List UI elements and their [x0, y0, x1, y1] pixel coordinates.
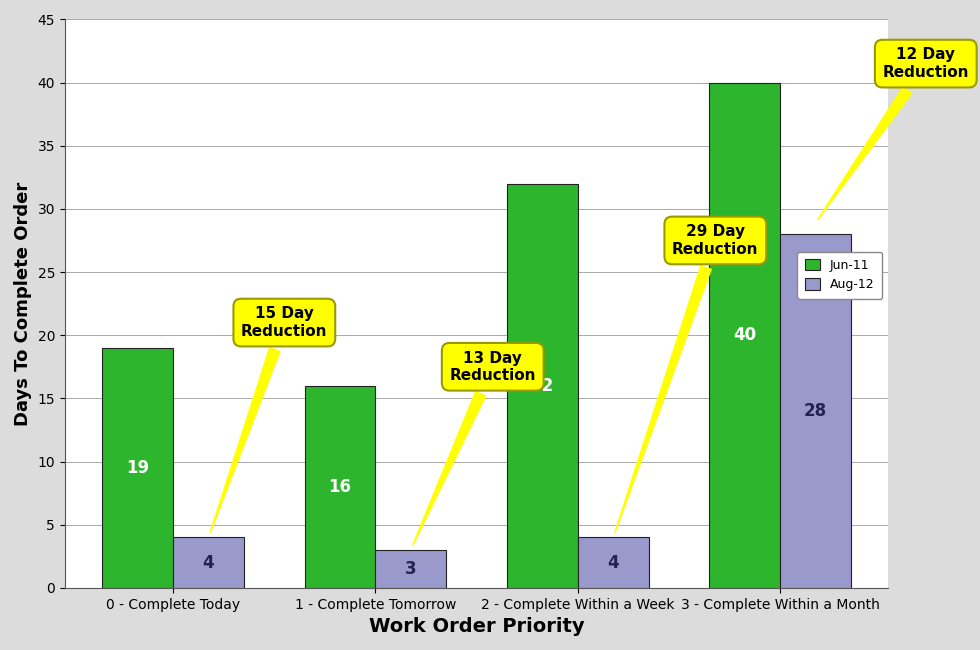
Bar — [305, 385, 375, 588]
Text: 13 Day
Reduction: 13 Day Reduction — [413, 350, 536, 545]
Bar — [710, 83, 780, 588]
Text: 12 Day
Reduction: 12 Day Reduction — [818, 47, 969, 219]
Bar — [375, 550, 446, 588]
Text: 16: 16 — [328, 478, 352, 496]
Text: 15 Day
Reduction: 15 Day Reduction — [211, 306, 327, 532]
Text: 3: 3 — [405, 560, 416, 578]
Bar — [780, 234, 851, 588]
Legend: Jun-11, Aug-12: Jun-11, Aug-12 — [798, 252, 882, 299]
Text: 4: 4 — [203, 554, 215, 571]
X-axis label: Work Order Priority: Work Order Priority — [368, 617, 584, 636]
Y-axis label: Days To Complete Order: Days To Complete Order — [14, 181, 32, 426]
Bar — [102, 348, 173, 588]
Bar — [173, 538, 244, 588]
Text: 4: 4 — [608, 554, 619, 571]
Bar — [507, 183, 578, 588]
Text: 28: 28 — [804, 402, 827, 420]
Text: 40: 40 — [733, 326, 757, 344]
Text: 32: 32 — [531, 377, 554, 395]
Text: 29 Day
Reduction: 29 Day Reduction — [615, 224, 759, 532]
Text: 19: 19 — [126, 459, 149, 477]
Bar — [578, 538, 649, 588]
